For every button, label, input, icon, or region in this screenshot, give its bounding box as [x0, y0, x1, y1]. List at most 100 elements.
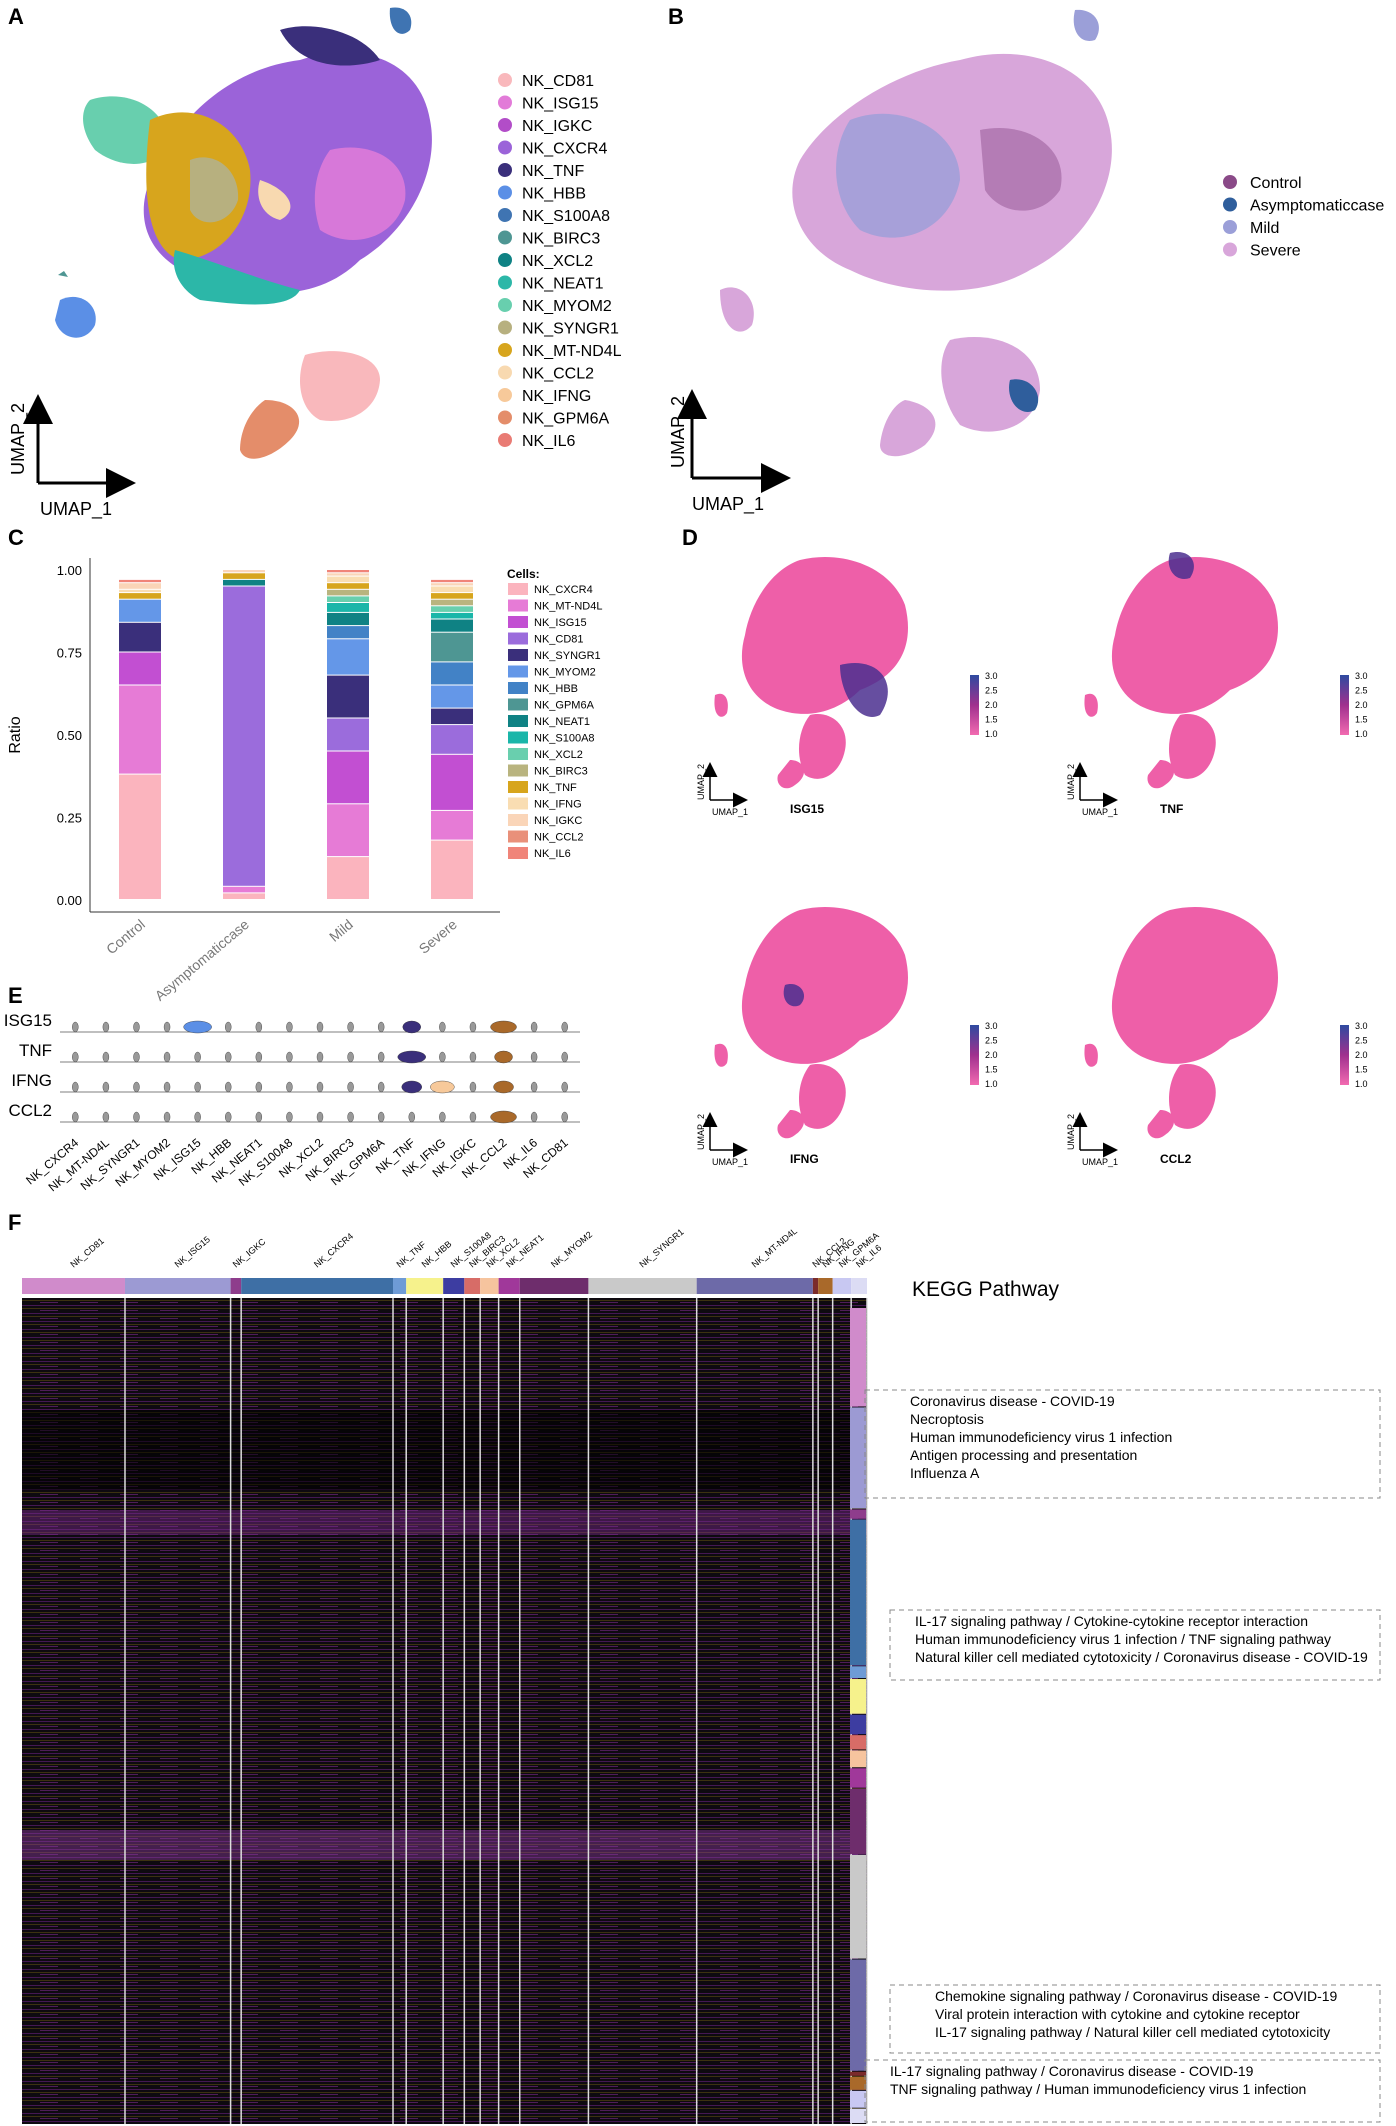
legend-a-swatch	[498, 275, 512, 290]
feature-y-label: UMAP_2	[1066, 1114, 1076, 1150]
cluster-bar	[696, 1278, 813, 1294]
pathway-text: Antigen processing and presentation	[910, 1447, 1137, 1463]
feature-x-label: UMAP_1	[1082, 1157, 1118, 1167]
legend-a-swatch	[498, 140, 512, 155]
colorbar	[1340, 1025, 1349, 1085]
cluster-label: NK_SYNGR1	[637, 1227, 685, 1270]
bar-legend-label: NK_HBB	[534, 683, 578, 695]
bar-segment	[327, 639, 369, 675]
bar-segment	[223, 579, 265, 586]
violin-shape	[102, 1021, 110, 1033]
bar-segment	[223, 573, 265, 579]
violin-shape	[377, 1081, 385, 1093]
pathway-box	[889, 1984, 1381, 2054]
legend-a-label: NK_MT-ND4L	[522, 343, 622, 360]
legend-b-swatch	[1223, 175, 1237, 189]
cluster-bar	[519, 1278, 589, 1294]
umap-axis-b: UMAP_1 UMAP_2	[668, 389, 791, 515]
cluster-bar	[851, 1278, 867, 1294]
feature-plot: UMAP_1 UMAP_2 CCL2 3.0 2.5 2.0 1.5 1.0	[1066, 907, 1368, 1167]
umap-b	[720, 9, 1112, 457]
bar-legend-swatch	[508, 781, 528, 793]
bar-legend-swatch	[508, 682, 528, 694]
violin-shape	[561, 1081, 568, 1093]
bar-segment	[431, 579, 473, 583]
violin-shape	[163, 1021, 171, 1033]
annotation-segment	[850, 1679, 866, 1714]
violin-shape	[163, 1081, 171, 1093]
y-tick-label: 0.25	[57, 811, 82, 826]
feature-plot: UMAP_1 UMAP_2 IFNG 3.0 2.5 2.0 1.5 1.0	[696, 907, 998, 1167]
feature-x-label: UMAP_1	[712, 1157, 748, 1167]
legend-a-swatch	[498, 73, 512, 87]
legend-a-swatch	[498, 118, 512, 132]
heatmap-purple-band	[22, 1830, 867, 1860]
legend-a-label: NK_IFNG	[522, 388, 591, 405]
legend-a-label: NK_CCL2	[522, 366, 594, 383]
violin-shape	[194, 1081, 201, 1093]
bar-segment	[327, 751, 369, 804]
feature-y-label: UMAP_2	[696, 1114, 706, 1150]
feature-x-label: UMAP_1	[1082, 807, 1118, 817]
colorbar-tick: 1.0	[1355, 1079, 1368, 1089]
violin-shape	[133, 1051, 140, 1063]
feature-gene-label: IFNG	[790, 1152, 819, 1166]
bar-legend-swatch	[508, 830, 528, 843]
cluster-bar	[498, 1278, 520, 1294]
pathway-box	[889, 1609, 1381, 1681]
y-tick-label: 1.00	[57, 563, 82, 578]
colorbar	[970, 675, 979, 735]
bar-legend-swatch	[508, 715, 528, 727]
pathway-text: TNF signaling pathway / Human immunodefi…	[890, 2081, 1306, 2097]
violin-shape	[133, 1021, 140, 1033]
violin-shape	[530, 1081, 538, 1093]
bar-segment	[327, 612, 369, 626]
heatmap-dark-band	[22, 1410, 867, 1490]
bar-segment	[119, 589, 161, 593]
violin-shape	[347, 1081, 354, 1093]
legend-a-swatch	[498, 230, 512, 245]
colorbar-tick: 2.5	[1355, 686, 1368, 696]
legend-a-label: NK_ISG15	[522, 96, 599, 113]
violin-shape	[72, 1021, 79, 1033]
violin-shape	[194, 1051, 201, 1063]
violin-shape	[494, 1050, 513, 1064]
violin-shape	[490, 1110, 517, 1124]
violin-shape	[493, 1080, 514, 1094]
bar-segment	[431, 606, 473, 612]
pathway-text: Chemokine signaling pathway / Coronaviru…	[935, 1988, 1338, 2004]
bar-legend-label: NK_CXCR4	[534, 584, 593, 596]
colorbar-tick: 2.0	[985, 700, 998, 710]
bar-legend-label: NK_NEAT1	[534, 716, 590, 728]
violin-shape	[469, 1111, 477, 1123]
legend-b: Control Asymptomaticcase Mild Severe	[1223, 175, 1384, 260]
legend-b-label: Mild	[1250, 220, 1279, 237]
violin-shape	[316, 1021, 324, 1033]
violin-shape	[133, 1111, 140, 1123]
bar-legend-swatch	[508, 731, 528, 744]
bar-legend-swatch	[508, 847, 528, 859]
feature-gene-label: ISG15	[790, 802, 824, 816]
legend-b-swatch	[1223, 220, 1237, 234]
bar-legend-label: NK_CCL2	[534, 832, 584, 844]
cluster-bar	[464, 1278, 481, 1294]
heatmap: NK_CD81 NK_ISG15 NK_IGKC NK_CXCR4 NK_TNFNK_H…	[22, 1226, 1381, 2124]
annotation-segment	[850, 1735, 866, 1750]
bar-segment	[119, 652, 161, 685]
pathway-box	[864, 1389, 1381, 1499]
bar-segment	[327, 583, 369, 589]
bar-segment	[223, 893, 265, 899]
umap-y-label-b: UMAP_2	[668, 396, 689, 468]
legend-a-swatch	[498, 163, 512, 177]
colorbar-tick: 1.5	[1355, 1065, 1368, 1075]
annotation-segment	[850, 2076, 866, 2090]
bar-segment	[223, 570, 265, 573]
pathway-text: Coronavirus disease - COVID-19	[910, 1393, 1115, 1409]
violin-shape	[347, 1051, 354, 1063]
umap-y-label: UMAP_2	[8, 403, 29, 475]
violin-shape	[225, 1081, 232, 1093]
bar-legend-swatch	[508, 764, 528, 777]
colorbar-tick: 1.5	[985, 715, 998, 725]
bar-legend-swatch	[508, 632, 528, 645]
colorbar-tick: 1.5	[1355, 715, 1368, 725]
